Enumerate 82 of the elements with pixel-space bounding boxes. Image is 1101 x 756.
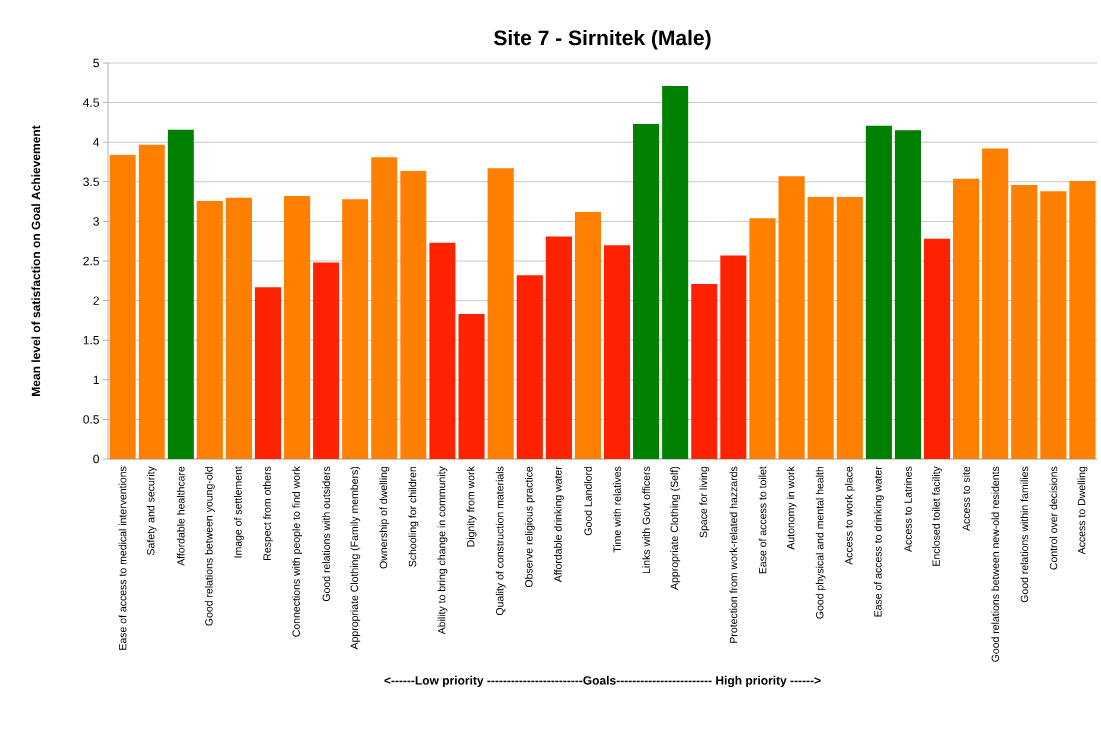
y-tick-label: 2.5 bbox=[83, 256, 99, 266]
bar bbox=[778, 176, 805, 459]
x-tick-label: Protection from work-related hazzards bbox=[729, 466, 738, 643]
x-tick-label: Ease of access to drinking water bbox=[873, 466, 884, 617]
bar bbox=[1011, 184, 1038, 459]
bar bbox=[342, 199, 369, 459]
bar bbox=[487, 168, 514, 459]
bar bbox=[633, 123, 660, 459]
bar bbox=[283, 196, 311, 459]
bar bbox=[400, 170, 427, 459]
bar bbox=[749, 218, 776, 459]
bar bbox=[865, 125, 892, 459]
x-tick-label: Space for living bbox=[699, 466, 710, 538]
x-tick-label: Links with Govt officers bbox=[642, 466, 650, 574]
bar bbox=[545, 236, 572, 459]
y-tick-label: 1 bbox=[93, 375, 99, 384]
bar bbox=[691, 283, 718, 459]
x-tick-label: Observe religious practice bbox=[524, 466, 535, 588]
x-tick-label: Respect from others bbox=[263, 466, 273, 560]
bar bbox=[458, 314, 485, 459]
x-tick-label: Access to Latrines bbox=[904, 466, 912, 552]
bar bbox=[807, 196, 834, 459]
x-tick-label: Ease of access to medical interventions bbox=[118, 466, 127, 650]
bar bbox=[371, 157, 398, 459]
y-tick-label: 5 bbox=[93, 58, 99, 68]
x-tick-label: Good relations with outsiders bbox=[322, 466, 331, 602]
y-tick-label: 0.5 bbox=[83, 415, 99, 424]
y-tick-label: 1.5 bbox=[83, 336, 99, 345]
bar bbox=[894, 130, 922, 459]
x-tick-label: Ownership of dwelling bbox=[379, 466, 390, 569]
x-tick-label: Access to work place bbox=[844, 466, 855, 565]
y-tick-label: 3.5 bbox=[83, 177, 99, 187]
x-tick-label: Good relations between new-old residents bbox=[991, 466, 1000, 662]
x-tick-label: Time with relatives bbox=[613, 466, 621, 553]
x-tick-label: Image of settlement bbox=[234, 466, 244, 558]
bar bbox=[109, 154, 136, 459]
x-tick-label: Good physical and mental health bbox=[815, 466, 826, 619]
x-tick-label: Safety and security bbox=[146, 466, 157, 556]
x-axis-title: <------Low priority ------------------------Goals------------------------ High priority ------> bbox=[384, 675, 821, 688]
x-tick-label: Enclosed toilet facility bbox=[932, 466, 942, 566]
x-tick-label: Ability to bring change in community bbox=[437, 466, 448, 635]
bar bbox=[982, 148, 1009, 459]
bar bbox=[1069, 181, 1096, 459]
x-tick-label: Appropriate Clothing (Self) bbox=[670, 466, 681, 590]
bar bbox=[138, 144, 165, 459]
x-tick-label: Ease of access to toilet bbox=[758, 466, 767, 574]
x-tick-label: Dignity from work bbox=[466, 466, 477, 547]
x-tick-label: Control over decisions bbox=[1049, 466, 1058, 570]
bar bbox=[429, 242, 456, 459]
y-tick-label: 2 bbox=[93, 296, 99, 305]
bar bbox=[574, 211, 602, 459]
x-tick-label: Schooling for children bbox=[408, 466, 419, 567]
y-tick-label: 4 bbox=[93, 138, 100, 147]
bar bbox=[836, 196, 863, 459]
y-tick-label: 3 bbox=[93, 217, 99, 226]
bar bbox=[603, 245, 631, 459]
x-tick-label: Appropriate Clothing (Family members) bbox=[350, 466, 361, 650]
bar bbox=[1040, 191, 1067, 459]
x-tick-label: Good relations between young-old bbox=[204, 466, 215, 626]
x-tick-label: Good relations within families bbox=[1020, 466, 1029, 603]
bar bbox=[196, 200, 223, 459]
x-tick-label: Access to Dwelling bbox=[1077, 466, 1088, 555]
bar bbox=[313, 262, 340, 459]
bar bbox=[720, 255, 747, 459]
bar bbox=[923, 238, 951, 459]
x-tick-label: Affordable healthcare bbox=[176, 466, 185, 566]
x-tick-label: Good Landlord bbox=[584, 466, 592, 536]
bar bbox=[225, 197, 252, 459]
x-tick-label: Autonomy in work bbox=[786, 466, 797, 550]
chart-title: Site 7 - Sirnitek (Male) bbox=[494, 29, 711, 50]
y-tick-label: 0 bbox=[93, 454, 100, 464]
x-tick-label: Connections with people to find work bbox=[292, 466, 302, 637]
bar bbox=[167, 129, 194, 459]
x-tick-label: Affordable drinking water bbox=[553, 466, 564, 583]
bar bbox=[662, 85, 689, 459]
bar bbox=[516, 275, 543, 459]
x-tick-label: Access to site bbox=[962, 466, 970, 531]
bar bbox=[254, 287, 282, 459]
y-axis-title: Mean level of satisfaction on Goal Achievement bbox=[31, 125, 41, 396]
bar bbox=[953, 178, 980, 459]
y-tick-label: 4.5 bbox=[83, 98, 99, 107]
x-tick-label: Quality of construction materials bbox=[495, 466, 506, 616]
